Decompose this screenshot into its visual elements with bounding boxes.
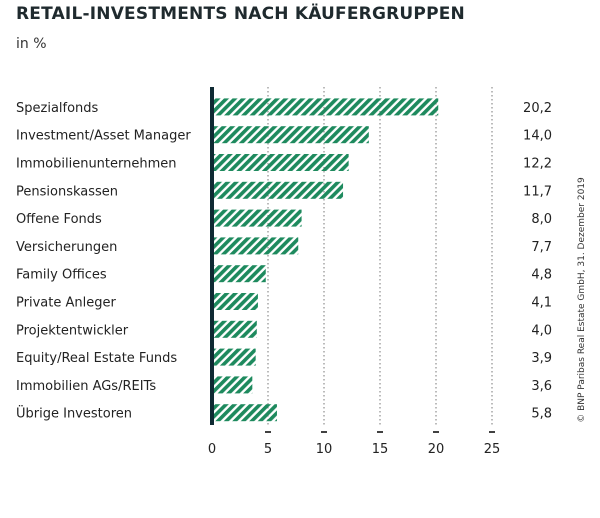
copyright-note: © BNP Paribas Real Estate GmbH, 31. Deze… <box>577 177 587 423</box>
value-label: 4,8 <box>531 268 552 283</box>
category-label: Immobilienunternehmen <box>16 157 177 172</box>
chart-title: RETAIL-INVESTMENTS NACH KÄUFERGRUPPEN <box>16 4 465 24</box>
bar <box>212 237 299 255</box>
value-label: 4,0 <box>531 323 552 338</box>
bar <box>212 181 344 199</box>
value-label: 8,0 <box>531 212 552 227</box>
value-label: 14,0 <box>523 129 552 144</box>
bar <box>212 293 258 310</box>
bar <box>212 154 349 171</box>
tick-label: 5 <box>264 442 272 457</box>
value-label: 20,2 <box>523 101 552 116</box>
bar <box>212 209 302 227</box>
value-label: 7,7 <box>531 240 552 255</box>
bar <box>212 404 277 422</box>
chart-subtitle: in % <box>16 36 47 52</box>
bar <box>212 320 257 338</box>
value-label: 12,2 <box>523 157 552 172</box>
bar <box>212 348 256 366</box>
tick-label: 25 <box>484 442 501 457</box>
category-label: Projektentwickler <box>16 323 129 338</box>
value-label: 3,6 <box>531 379 552 394</box>
tick-label: 15 <box>372 442 389 457</box>
value-label: 5,8 <box>531 407 552 422</box>
category-label: Family Offices <box>16 268 107 283</box>
category-label: Private Anleger <box>16 296 116 311</box>
category-label: Übrige Investoren <box>16 405 132 422</box>
bar <box>212 376 253 394</box>
category-label: Spezialfonds <box>16 101 99 116</box>
category-label: Investment/Asset Manager <box>16 129 191 144</box>
bar <box>212 126 369 144</box>
tick-label: 0 <box>208 442 216 457</box>
value-label: 11,7 <box>523 184 552 199</box>
category-label: Immobilien AGs/REITs <box>16 379 156 394</box>
category-label: Equity/Real Estate Funds <box>16 351 177 366</box>
tick-label: 20 <box>428 442 445 457</box>
tick-label: 10 <box>316 442 333 457</box>
bar <box>212 98 439 116</box>
category-label: Pensionskassen <box>16 184 118 199</box>
value-label: 4,1 <box>531 296 552 311</box>
value-label: 3,9 <box>531 351 552 366</box>
category-label: Versicherungen <box>16 240 117 255</box>
category-label: Offene Fonds <box>16 212 102 227</box>
y-axis-line <box>210 87 214 425</box>
bar <box>212 265 266 283</box>
